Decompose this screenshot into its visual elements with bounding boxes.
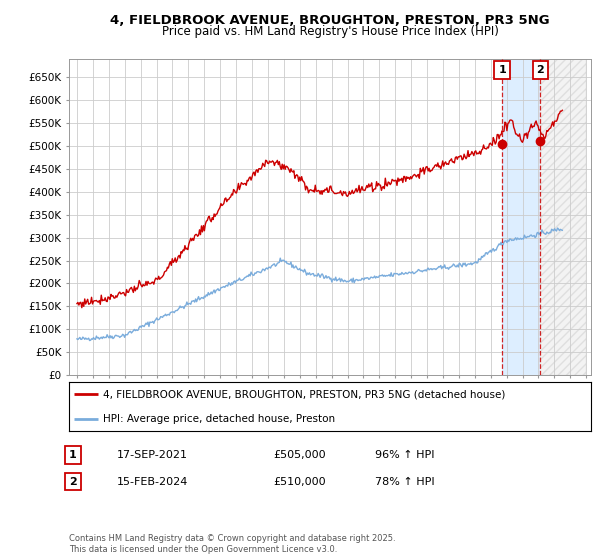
Text: 2: 2 xyxy=(536,65,544,75)
Text: 4, FIELDBROOK AVENUE, BROUGHTON, PRESTON, PR3 5NG: 4, FIELDBROOK AVENUE, BROUGHTON, PRESTON… xyxy=(110,14,550,27)
Bar xyxy=(502,59,541,375)
Text: 1: 1 xyxy=(499,65,506,75)
Bar xyxy=(541,59,586,375)
Text: Price paid vs. HM Land Registry's House Price Index (HPI): Price paid vs. HM Land Registry's House … xyxy=(161,25,499,38)
Text: Contains HM Land Registry data © Crown copyright and database right 2025.
This d: Contains HM Land Registry data © Crown c… xyxy=(69,534,395,554)
Text: £505,000: £505,000 xyxy=(273,450,326,460)
Text: 1: 1 xyxy=(69,450,77,460)
Text: 96% ↑ HPI: 96% ↑ HPI xyxy=(375,450,434,460)
Text: 15-FEB-2024: 15-FEB-2024 xyxy=(117,477,188,487)
Text: 2: 2 xyxy=(69,477,77,487)
Text: HPI: Average price, detached house, Preston: HPI: Average price, detached house, Pres… xyxy=(103,414,335,424)
Text: 78% ↑ HPI: 78% ↑ HPI xyxy=(375,477,434,487)
Text: 17-SEP-2021: 17-SEP-2021 xyxy=(117,450,188,460)
Text: 4, FIELDBROOK AVENUE, BROUGHTON, PRESTON, PR3 5NG (detached house): 4, FIELDBROOK AVENUE, BROUGHTON, PRESTON… xyxy=(103,389,505,399)
Text: £510,000: £510,000 xyxy=(273,477,326,487)
